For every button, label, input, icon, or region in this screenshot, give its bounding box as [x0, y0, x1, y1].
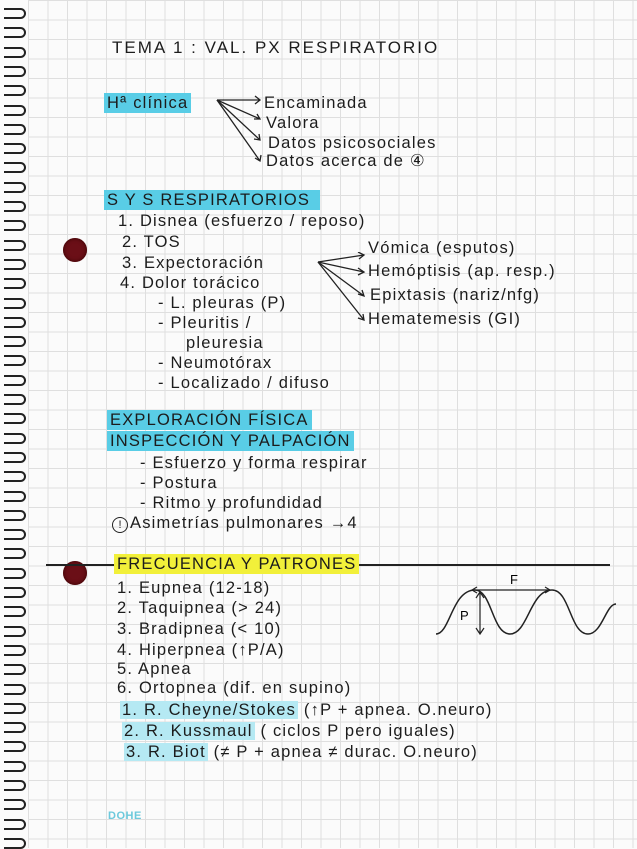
frecuencia-item: 4. Hiperpnea (↑P/A) — [117, 641, 285, 659]
frecuencia-item: 5. Apnea — [117, 660, 192, 678]
spiral-ring — [4, 85, 26, 97]
punch-hole — [63, 238, 87, 262]
frecuencia-heading: FRECUENCIA Y PATRONES — [114, 554, 359, 574]
spiral-binding — [0, 0, 30, 849]
sys-heading: S Y S RESPIRATORIOS — [104, 190, 321, 210]
spiral-ring — [4, 123, 26, 135]
ritmo-item: 3. R. Biot (≠ P + apnea ≠ durac. O.neuro… — [124, 743, 478, 761]
spiral-ring — [4, 664, 26, 676]
spiral-ring — [4, 143, 26, 155]
spiral-ring — [4, 780, 26, 791]
frecuencia-item: 2. Taquipnea (> 24) — [117, 599, 283, 617]
historia-item: Datos psicosociales — [268, 134, 437, 152]
arrows-icon — [317, 252, 366, 321]
spiral-ring — [4, 374, 26, 386]
dolor-sub: - Localizado / difuso — [158, 374, 330, 392]
spiral-ring — [4, 394, 26, 405]
spiral-ring — [4, 818, 26, 830]
spiral-ring — [4, 509, 26, 521]
dolor-sub: - Pleuritis / — [158, 314, 252, 332]
spiral-ring — [4, 799, 26, 811]
expect-sub: Vómica (esputos) — [368, 239, 516, 257]
spiral-ring — [4, 27, 26, 39]
spiral-ring — [4, 683, 26, 695]
spiral-ring — [4, 297, 26, 309]
exploracion-subheading: INSPECCIÓN Y PALPACIÓN — [107, 431, 354, 451]
sys-item: 1. Disnea (esfuerzo / reposo) — [118, 212, 366, 230]
exploracion-note: ! Asimetrías pulmonares →4 — [112, 513, 358, 533]
historia-item: Datos acerca de ④ — [266, 152, 426, 170]
expect-sub: Hemóptisis (ap. resp.) — [368, 262, 556, 280]
spiral-ring — [4, 336, 26, 348]
sys-item: 3. Expectoración — [122, 254, 265, 272]
spiral-ring — [4, 278, 26, 290]
spiral-ring — [4, 432, 26, 444]
spiral-ring — [4, 201, 26, 212]
dolor-sub: pleuresia — [186, 334, 264, 352]
historia-item: Encaminada — [264, 94, 368, 112]
spiral-ring — [4, 162, 26, 174]
exploracion-item: - Esfuerzo y forma respirar — [140, 454, 368, 472]
spiral-ring — [4, 722, 26, 734]
spiral-ring — [4, 625, 26, 637]
spiral-ring — [4, 471, 26, 483]
spiral-ring — [4, 587, 26, 598]
exploracion-heading: EXPLORACIÓN FÍSICA — [107, 410, 312, 430]
spiral-ring — [4, 760, 26, 772]
spiral-ring — [4, 451, 26, 463]
depth-label: P — [460, 608, 469, 623]
spiral-ring — [4, 181, 26, 193]
frecuencia-item: 1. Eupnea (12-18) — [117, 579, 271, 597]
spiral-ring — [4, 490, 26, 502]
frecuencia-item: 3. Bradipnea (< 10) — [117, 620, 282, 638]
warning-icon: ! — [112, 517, 128, 533]
sys-item: 4. Dolor torácico — [120, 274, 261, 292]
spiral-ring — [4, 104, 26, 116]
spiral-ring — [4, 258, 26, 270]
historia-heading: Hª clínica — [104, 93, 192, 113]
spiral-ring — [4, 644, 26, 656]
dolor-sub: - Neumotórax — [158, 354, 273, 372]
spiral-ring — [4, 8, 26, 19]
breathing-wave-diagram: F P — [435, 572, 617, 636]
sys-item: 2. TOS — [122, 233, 181, 251]
spiral-ring — [4, 413, 26, 425]
spiral-ring — [4, 741, 26, 753]
ritmo-item: 2. R. Kussmaul ( ciclos P pero iguales) — [122, 722, 456, 740]
logo: DOHE — [108, 810, 142, 822]
spiral-ring — [4, 220, 26, 232]
ritmo-item: 1. R. Cheyne/Stokes (↑P + apnea. O.neuro… — [120, 701, 493, 719]
spiral-ring — [4, 529, 26, 541]
dolor-sub: - L. pleuras (P) — [158, 294, 287, 312]
exploracion-item: - Ritmo y profundidad — [140, 494, 323, 512]
spiral-ring — [4, 316, 26, 328]
spiral-ring — [4, 837, 26, 849]
expect-sub: Hematemesis (GI) — [368, 310, 522, 328]
exploracion-item: - Postura — [140, 474, 218, 492]
frecuencia-item: 6. Ortopnea (dif. en supino) — [117, 679, 352, 697]
historia-item: Valora — [266, 114, 320, 132]
spiral-ring — [4, 355, 26, 367]
spiral-ring — [4, 567, 26, 579]
frequency-label: F — [510, 572, 518, 587]
expect-sub: Epixtasis (nariz/nfg) — [370, 286, 541, 304]
spiral-ring — [4, 702, 26, 714]
spiral-ring — [4, 65, 26, 77]
spiral-ring — [4, 46, 26, 58]
spiral-ring — [4, 239, 26, 251]
page-title: TEMA 1 : VAL. PX RESPIRATORIO — [112, 38, 440, 57]
arrows-icon — [216, 95, 262, 163]
spiral-ring — [4, 548, 26, 560]
spiral-ring — [4, 606, 26, 618]
